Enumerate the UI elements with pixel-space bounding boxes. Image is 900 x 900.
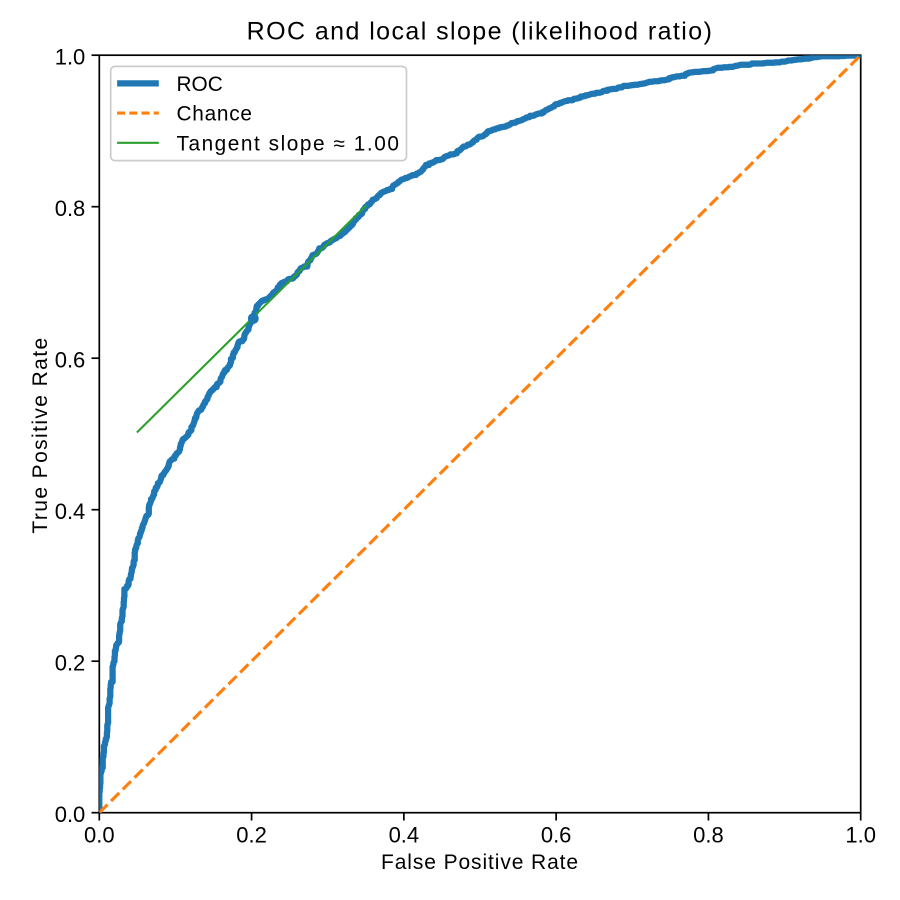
svg-text:0.2: 0.2 <box>55 651 86 676</box>
svg-text:ROC and local slope (likelihoo: ROC and local slope (likelihood ratio) <box>247 18 714 46</box>
svg-text:0.4: 0.4 <box>389 822 420 847</box>
svg-text:1.0: 1.0 <box>845 822 876 847</box>
svg-text:0.6: 0.6 <box>55 348 86 373</box>
svg-text:0.0: 0.0 <box>84 822 115 847</box>
svg-text:ROC: ROC <box>177 73 223 96</box>
svg-text:True Positive Rate: True Positive Rate <box>29 336 52 533</box>
svg-text:Chance: Chance <box>177 103 253 126</box>
svg-text:0.0: 0.0 <box>55 802 86 827</box>
svg-text:0.8: 0.8 <box>693 822 724 847</box>
svg-text:Tangent slope ≈ 1.00: Tangent slope ≈ 1.00 <box>177 132 401 155</box>
svg-text:False Positive Rate: False Positive Rate <box>381 851 579 874</box>
svg-text:0.8: 0.8 <box>55 196 86 221</box>
svg-text:1.0: 1.0 <box>55 45 86 70</box>
svg-text:0.4: 0.4 <box>55 499 86 524</box>
svg-text:0.6: 0.6 <box>541 822 572 847</box>
svg-text:0.2: 0.2 <box>236 822 267 847</box>
